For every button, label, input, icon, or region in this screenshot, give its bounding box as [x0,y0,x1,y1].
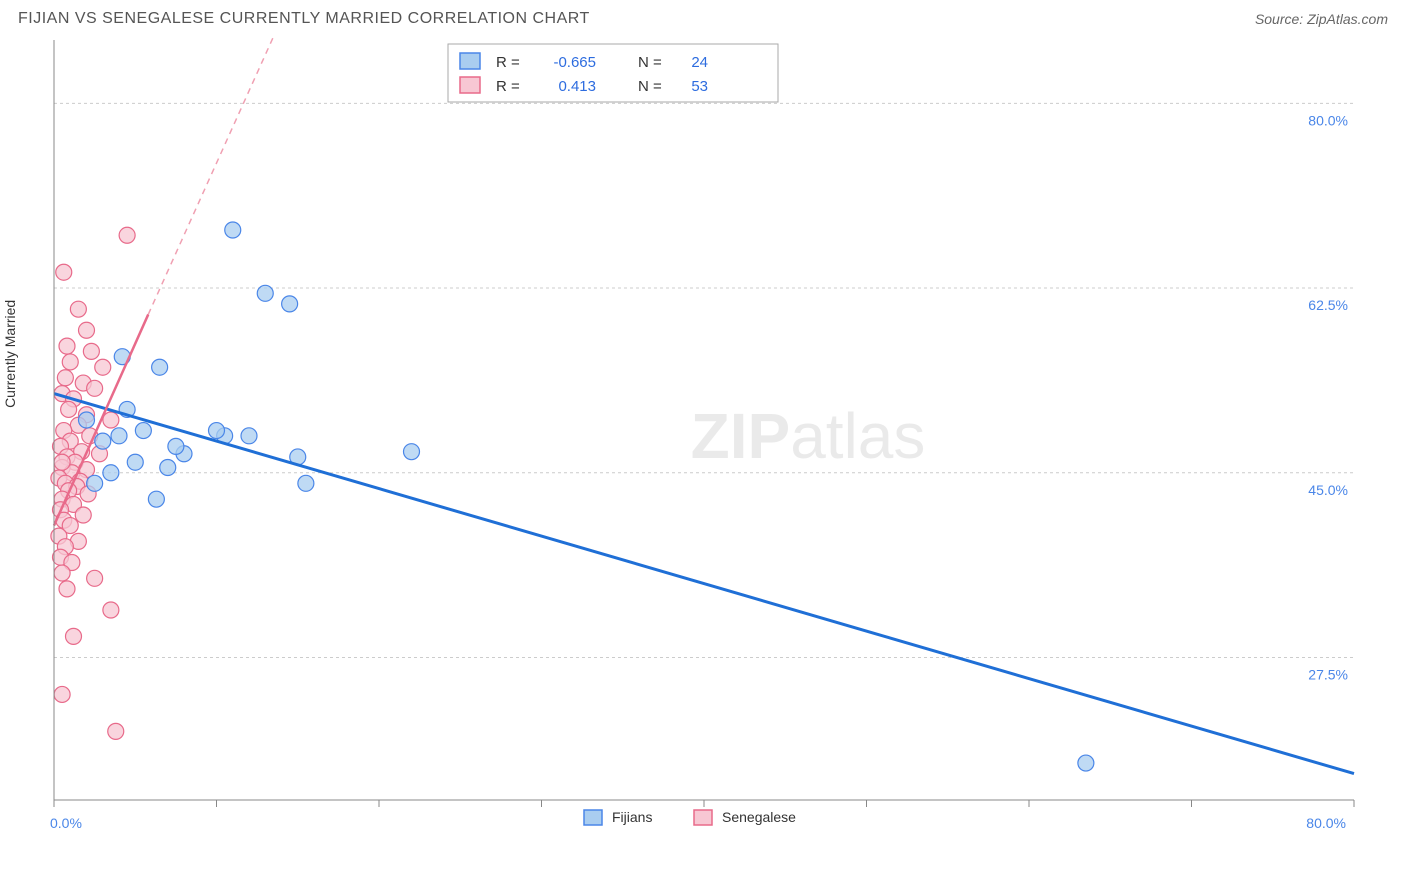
senegalese-point [66,628,82,644]
bottom-swatch-senegalese [694,810,712,825]
senegalese-point [70,301,86,317]
legend-r-value: 0.413 [558,78,596,95]
senegalese-point [54,454,70,470]
senegalese-point [87,380,103,396]
legend-r-label: R = [496,78,520,95]
senegalese-point [119,227,135,243]
legend-n-value: 24 [691,54,708,71]
chart-title: FIJIAN VS SENEGALESE CURRENTLY MARRIED C… [18,10,590,28]
fijian-point [282,296,298,312]
fijian-point [111,428,127,444]
chart-area: Currently Married 27.5%45.0%62.5%80.0%ZI… [18,34,1388,874]
fijian-point [95,433,111,449]
senegalese-point [59,581,75,597]
senegalese-point [108,723,124,739]
legend-n-label: N = [638,54,662,71]
bottom-swatch-fijians [584,810,602,825]
senegalese-point [56,264,72,280]
legend-swatch [460,53,480,69]
legend-n-label: N = [638,78,662,95]
fijian-point [127,454,143,470]
fijian-point [298,475,314,491]
senegalese-point [62,354,78,370]
fijian-point [209,423,225,439]
y-tick-label: 45.0% [1308,482,1348,498]
senegalese-point [103,412,119,428]
senegalese-point [87,570,103,586]
senegalese-point [54,565,70,581]
bottom-label-fijians: Fijians [612,809,652,825]
fijian-point [160,460,176,476]
x-min-label: 0.0% [50,815,82,831]
scatter-chart: 27.5% 45.0% 62.5% 80.0% ZIPatlas 0.0% 80.0% R =… [18,34,1388,874]
x-max-label: 80.0% [1306,815,1346,831]
senegalese-point [59,338,75,354]
y-axis-label: Currently Married [2,300,18,408]
senegalese-point [95,359,111,375]
watermark: ZIPatlas [691,400,926,472]
senegalese-point [57,370,73,386]
fijian-point [103,465,119,481]
fijian-point [152,359,168,375]
fijian-point [257,285,273,301]
chart-source: Source: ZipAtlas.com [1255,11,1388,27]
legend-swatch [460,77,480,93]
fijian-point [1078,755,1094,771]
bottom-label-senegalese: Senegalese [722,809,796,825]
legend-n-value: 53 [691,78,708,95]
fijian-point [87,475,103,491]
fijian-point [135,423,151,439]
senegalese-point [54,686,70,702]
senegalese-point [79,322,95,338]
senegalese-trend-extrapolation [148,34,281,314]
y-tick-label: 27.5% [1308,667,1348,683]
fijian-point [241,428,257,444]
fijian-point [79,412,95,428]
legend-r-label: R = [496,54,520,71]
fijian-point [168,438,184,454]
senegalese-point [103,602,119,618]
fijian-point [225,222,241,238]
fijian-point [148,491,164,507]
senegalese-point [83,343,99,359]
y-tick-label: 62.5% [1308,297,1348,313]
senegalese-point [61,401,77,417]
senegalese-point [75,507,91,523]
y-tick-label: 80.0% [1308,112,1348,128]
fijian-point [404,444,420,460]
legend-r-value: -0.665 [553,54,596,71]
